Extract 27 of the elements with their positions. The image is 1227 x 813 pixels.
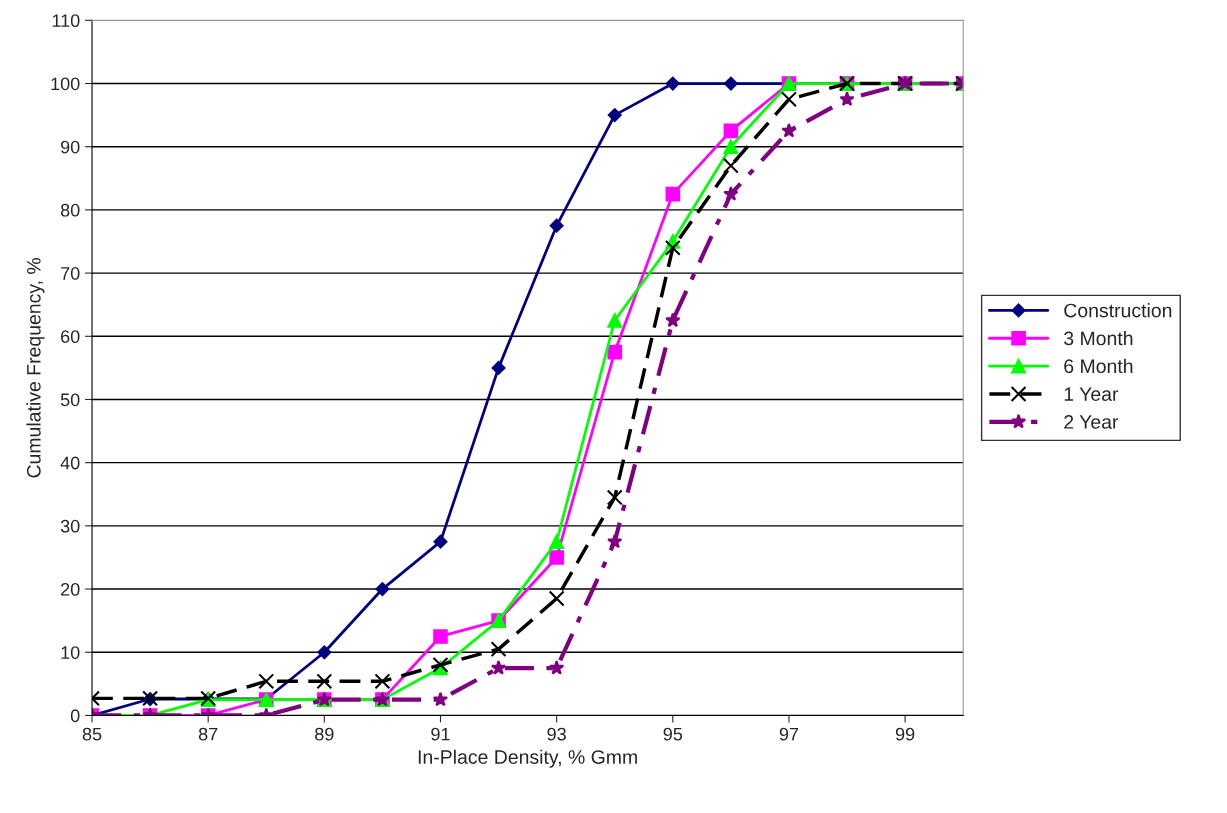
y-tick-label: 70 bbox=[61, 267, 80, 280]
x-tick-label: 97 bbox=[779, 727, 799, 741]
x-tick-label: 91 bbox=[431, 727, 450, 741]
x-axis-title: In-Place Density, % Gmm bbox=[418, 749, 637, 768]
y-tick-label: 20 bbox=[61, 582, 80, 596]
y-tick-label: 110 bbox=[52, 14, 80, 28]
legend-label: 3 Month bbox=[1064, 330, 1133, 346]
y-tick-label: 100 bbox=[51, 77, 80, 91]
x-tick-label: 95 bbox=[663, 727, 683, 741]
x-tick-label: 89 bbox=[315, 727, 334, 741]
y-tick-label: 0 bbox=[70, 709, 80, 723]
x-tick-label: 93 bbox=[547, 727, 566, 741]
y-tick-label: 80 bbox=[60, 203, 80, 217]
y-tick-label: 90 bbox=[60, 140, 80, 154]
x-tick-label: 99 bbox=[895, 727, 915, 741]
legend-label: 6 Month bbox=[1064, 358, 1133, 374]
y-tick-label: 10 bbox=[61, 646, 80, 659]
legend-label: 1 Year bbox=[1064, 387, 1119, 401]
legend-label: Construction bbox=[1064, 303, 1172, 318]
legend-label: 2 Year bbox=[1064, 415, 1119, 429]
y-tick-label: 40 bbox=[60, 456, 80, 470]
x-tick-label: 85 bbox=[82, 727, 102, 741]
x-tick-label: 87 bbox=[198, 727, 218, 741]
y-tick-label: 30 bbox=[60, 519, 80, 533]
y-axis-title: Cumulative Frequency, % bbox=[26, 257, 45, 478]
y-tick-label: 50 bbox=[60, 393, 80, 407]
y-tick-label: 60 bbox=[61, 330, 80, 344]
